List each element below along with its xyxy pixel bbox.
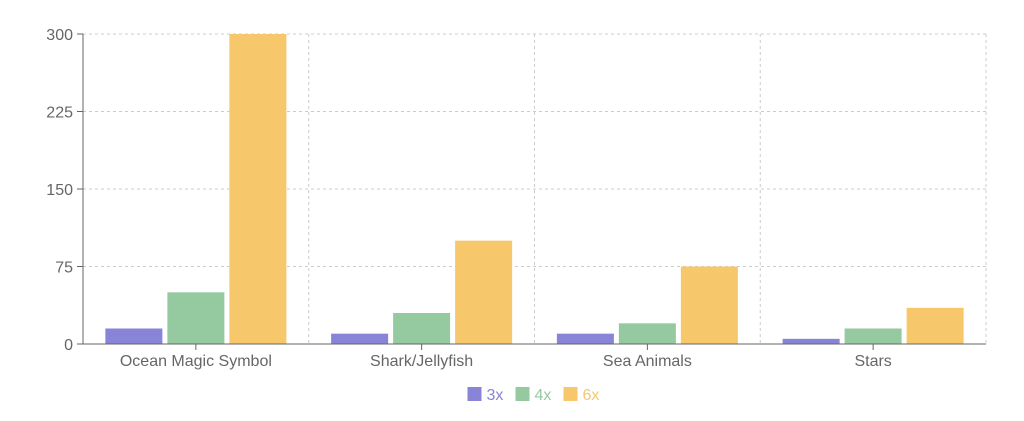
bars: [105, 34, 964, 344]
y-tick-label: 75: [55, 260, 73, 277]
bar-6x-3: [680, 266, 738, 344]
axes: 0 75 150 225 300 Ocean Magic Symbol Shark/Jell…: [46, 27, 986, 370]
legend-label-4x: 4x: [535, 387, 552, 404]
bar-6x-2: [455, 240, 513, 344]
bar-4x-1: [167, 292, 225, 344]
bar-3x-1: [105, 328, 163, 344]
x-tick-label: Sea Animals: [603, 353, 692, 370]
x-tick-label: Ocean Magic Symbol: [120, 353, 272, 370]
bar-6x-1: [229, 34, 287, 344]
x-tick-label: Stars: [854, 353, 891, 370]
bar-3x-2: [331, 333, 389, 344]
legend-swatch-4x: [515, 387, 530, 401]
x-tick-label: Shark/Jellyfish: [370, 353, 473, 370]
bar-4x-2: [393, 313, 451, 344]
legend: 3x 4x 6x: [467, 387, 600, 404]
legend-label-3x: 3x: [487, 387, 504, 404]
bar-3x-4: [782, 338, 840, 344]
bar-3x-3: [556, 333, 614, 344]
bar-4x-3: [618, 323, 676, 344]
bar-6x-4: [906, 307, 964, 344]
y-tick-label: 0: [64, 337, 73, 354]
legend-swatch-3x: [467, 387, 482, 401]
y-tick-label: 225: [46, 105, 73, 122]
y-tick-label: 300: [46, 27, 73, 44]
y-tick-label: 150: [46, 182, 73, 199]
bar-4x-4: [844, 328, 902, 344]
legend-swatch-6x: [563, 387, 578, 401]
legend-label-6x: 6x: [583, 387, 600, 404]
